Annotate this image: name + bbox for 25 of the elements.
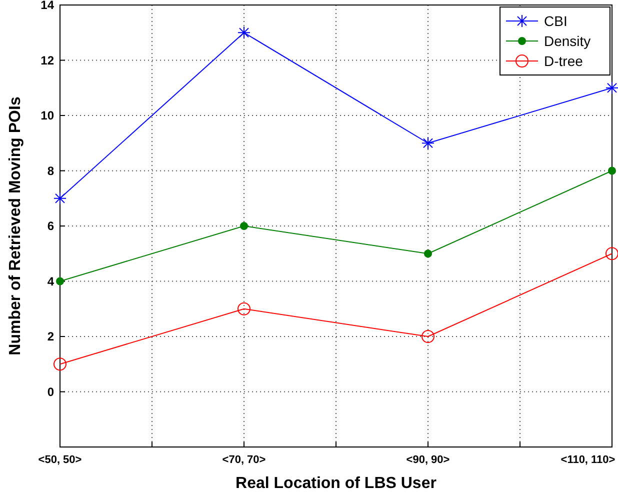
point	[606, 247, 618, 260]
y-tick-label: 6	[47, 219, 54, 233]
x-tick-label: <70, 70>	[222, 454, 266, 466]
x-tick-label: <110, 110>	[560, 454, 616, 466]
y-tick-label: 2	[47, 330, 54, 344]
point	[54, 358, 66, 371]
x-tick-label: <90, 90>	[406, 454, 450, 466]
y-axis-title: Number of Retrieved Moving POIs	[7, 96, 24, 356]
y-tick-label: 8	[47, 164, 54, 178]
y-tick-label: 10	[40, 108, 54, 122]
y-tick-label: 12	[40, 53, 54, 68]
y-tick-label: 4	[47, 274, 54, 288]
x-tick-label: <50, 50>	[38, 454, 82, 466]
point	[422, 330, 434, 343]
legend-label: CBI	[544, 13, 568, 29]
legend-label: Density	[544, 33, 591, 49]
point	[238, 302, 250, 316]
y-tick-label: 14	[40, 0, 54, 12]
y-tick-label: 0	[47, 384, 54, 399]
point	[424, 250, 432, 258]
legend-label: D-tree	[544, 53, 584, 69]
point	[56, 277, 64, 286]
x-axis-title: Real Location of LBS User	[236, 475, 436, 492]
point	[240, 222, 248, 230]
point	[608, 166, 616, 175]
